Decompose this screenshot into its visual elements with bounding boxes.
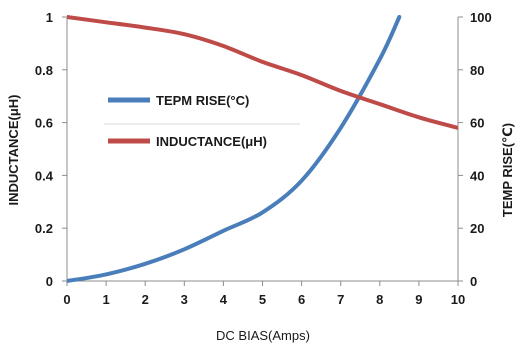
right-tick-label: 80 <box>470 63 484 78</box>
x-tick-label: 3 <box>181 292 188 307</box>
right-axis-title: TEMP RISE(℃) <box>500 123 515 217</box>
x-tick-label: 4 <box>220 292 228 307</box>
x-tick-label: 2 <box>142 292 149 307</box>
x-tick-label: 8 <box>376 292 383 307</box>
series-line-temp-rise <box>67 15 402 283</box>
left-tick-label: 0.6 <box>35 116 53 131</box>
x-tick-label: 6 <box>298 292 305 307</box>
right-tick-label: 100 <box>470 10 492 25</box>
left-tick-label: 0 <box>46 274 53 289</box>
x-tick-label: 1 <box>102 292 109 307</box>
x-axis-title: DC BIAS(Amps) <box>216 328 310 343</box>
right-tick-label: 20 <box>470 221 484 236</box>
legend-label-inductance: INDUCTANCE(μH) <box>156 134 267 149</box>
series-line-inductance <box>67 15 458 130</box>
left-tick-label: 0.8 <box>35 63 53 78</box>
left-tick-label: 0.2 <box>35 221 53 236</box>
x-tick-label: 5 <box>259 292 266 307</box>
legend-label-temp-rise: TEPM RISE(°C) <box>156 93 249 108</box>
legend: TEPM RISE(°C) INDUCTANCE(μH) <box>104 93 300 149</box>
series-layer <box>67 15 458 283</box>
left-axis-ticks: 0 0.2 0.4 0.6 0.8 1 <box>35 10 67 289</box>
right-axis-ticks: 0 20 40 60 80 100 <box>458 10 492 289</box>
x-tick-label: 10 <box>451 292 465 307</box>
x-axis-ticks: 0 1 2 3 4 5 6 7 8 9 10 <box>63 281 465 307</box>
left-tick-label: 0.4 <box>35 168 54 183</box>
x-tick-label: 7 <box>337 292 344 307</box>
x-tick-label: 9 <box>415 292 422 307</box>
right-tick-label: 40 <box>470 168 484 183</box>
right-tick-label: 60 <box>470 116 484 131</box>
plot-frame <box>66 17 459 282</box>
x-tick-label: 0 <box>63 292 70 307</box>
right-tick-label: 0 <box>470 274 477 289</box>
left-axis-title: INDUCTANCE(μH) <box>6 95 21 206</box>
left-tick-label: 1 <box>46 10 53 25</box>
